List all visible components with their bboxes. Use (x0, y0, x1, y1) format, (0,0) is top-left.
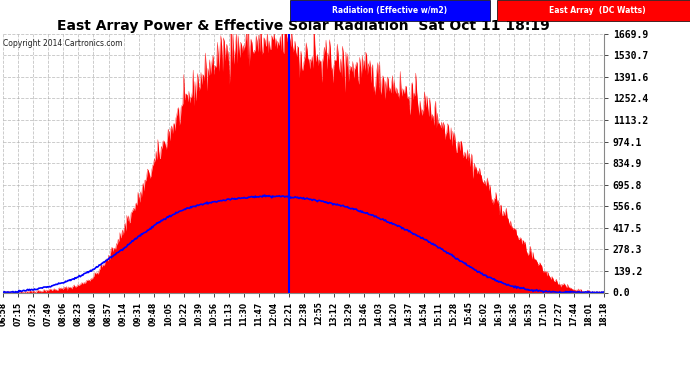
Text: East Array  (DC Watts): East Array (DC Watts) (549, 6, 645, 15)
Text: Radiation (Effective w/m2): Radiation (Effective w/m2) (333, 6, 447, 15)
Text: Copyright 2014 Cartronics.com: Copyright 2014 Cartronics.com (3, 39, 123, 48)
Title: East Array Power & Effective Solar Radiation  Sat Oct 11 18:19: East Array Power & Effective Solar Radia… (57, 19, 550, 33)
